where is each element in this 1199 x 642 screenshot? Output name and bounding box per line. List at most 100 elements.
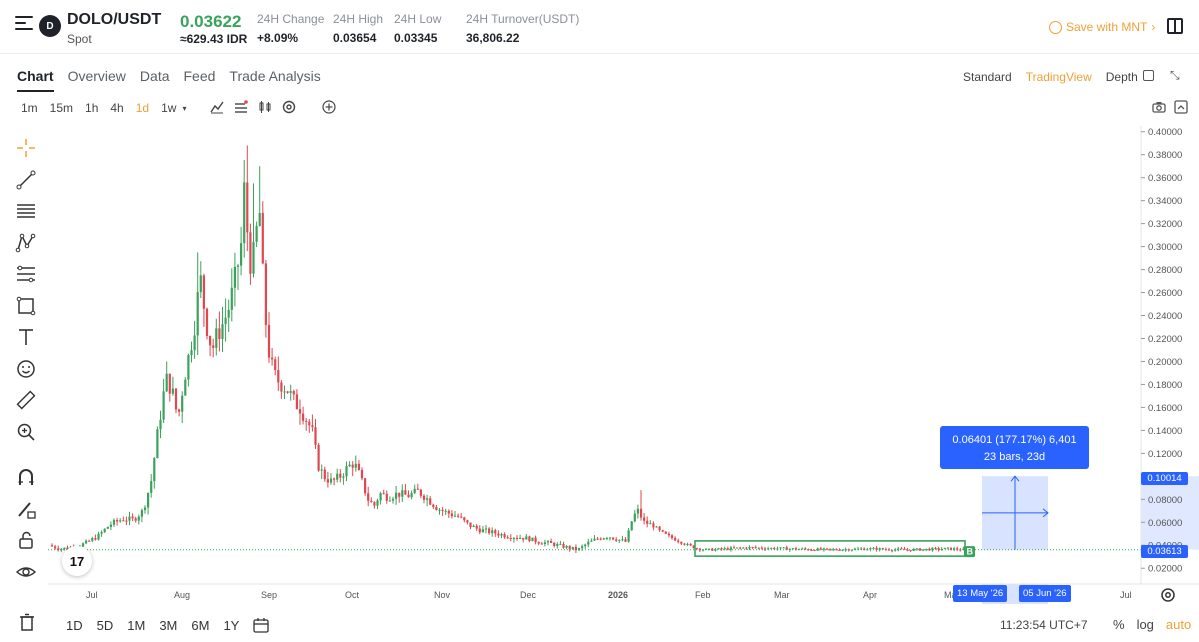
y-tick-label: 0.06000: [1148, 518, 1182, 529]
auto-scale-toggle[interactable]: auto: [1165, 617, 1192, 632]
candle-body: [385, 493, 388, 501]
tab-chart[interactable]: Chart: [17, 68, 54, 92]
crosshair-tool[interactable]: [12, 134, 40, 162]
scale-options: % log auto: [1113, 617, 1191, 632]
stat-24h-low: 24H Low 0.03345: [394, 12, 441, 45]
candle-body: [506, 537, 509, 539]
candle-body: [106, 526, 109, 529]
x-tick-label: Oct: [345, 590, 360, 600]
tab-trade-analysis[interactable]: Trade Analysis: [229, 68, 321, 84]
save-link-label: Save with MNT: [1066, 20, 1148, 34]
fib-tool[interactable]: [12, 260, 40, 288]
unlock-icon: [19, 531, 33, 549]
timeframe-1h[interactable]: 1h: [85, 101, 99, 115]
emoji-tool[interactable]: [12, 355, 40, 383]
draw-lock-tool[interactable]: [12, 495, 40, 523]
candle-body: [212, 345, 215, 348]
trading-pair[interactable]: DOLO/USDT: [67, 11, 162, 28]
percent-scale-toggle[interactable]: %: [1113, 617, 1125, 632]
candle-body: [271, 357, 274, 360]
timeframe-1d[interactable]: 1d: [135, 101, 150, 115]
horizontal-lines-tool[interactable]: [12, 197, 40, 225]
candle-body: [153, 458, 156, 482]
layout-toggle-icon[interactable]: [1167, 18, 1183, 34]
checkbox-icon[interactable]: [1143, 70, 1154, 81]
view-depth[interactable]: Depth: [1105, 70, 1138, 84]
camera-icon[interactable]: [1152, 100, 1166, 114]
candle-body: [664, 531, 667, 534]
log-scale-toggle[interactable]: log: [1136, 617, 1154, 632]
candle-body: [525, 536, 528, 540]
chart-settings-icon[interactable]: [1160, 587, 1176, 608]
candle-body: [903, 548, 906, 550]
candle-body: [298, 409, 302, 414]
candle-body: [143, 507, 147, 511]
fib-retracement-icon: [17, 265, 35, 283]
range-1m[interactable]: 1M: [127, 617, 146, 633]
timeframe-4h[interactable]: 4h: [110, 101, 124, 115]
magnet-tool[interactable]: [12, 463, 40, 491]
rectangle-tool[interactable]: [12, 292, 40, 320]
candle-body: [112, 520, 116, 525]
lock-tool[interactable]: [12, 526, 40, 554]
price-chart[interactable]: B 0.40000 0.38000 0.36000 0.34000 0.32000 0.3…: [48, 126, 1199, 604]
candle-type-icon[interactable]: [258, 100, 272, 114]
date-range-icon[interactable]: [253, 617, 271, 633]
x-tick-label: Feb: [695, 590, 711, 600]
timeframe-selector: 1m 15m 1h 4h 1d 1w ▾: [21, 101, 186, 115]
visibility-tool[interactable]: [12, 558, 40, 586]
candle-body: [342, 476, 345, 478]
candle-body: [274, 359, 277, 371]
tab-overview[interactable]: Overview: [67, 68, 126, 84]
chevron-down-icon[interactable]: ▾: [182, 103, 187, 113]
view-tradingview[interactable]: TradingView: [1025, 70, 1092, 84]
range-3m[interactable]: 3M: [159, 617, 178, 633]
save-with-mnt-link[interactable]: Save with MNT ›: [1049, 20, 1155, 34]
measure-axis-band: [1141, 476, 1199, 550]
trash-icon[interactable]: [17, 612, 37, 637]
candle-body: [804, 548, 807, 550]
candle-body: [624, 539, 627, 542]
candle-body: [63, 547, 66, 549]
measure-arrow-head: [1042, 508, 1049, 518]
trend-line-tool[interactable]: [12, 166, 40, 194]
candle-body: [249, 232, 252, 274]
settings-gear-icon[interactable]: [282, 100, 296, 114]
timeframe-1w[interactable]: 1w: [161, 101, 177, 115]
tradingview-logo[interactable]: 17: [62, 546, 92, 576]
range-1d[interactable]: 1D: [66, 617, 83, 633]
zoom-tool[interactable]: [12, 418, 40, 446]
view-standard[interactable]: Standard: [963, 70, 1012, 84]
stat-value: +8.09%: [257, 31, 299, 45]
timeframe-1m[interactable]: 1m: [21, 101, 38, 115]
candle-body: [364, 478, 367, 494]
stat-value: 36,806.22: [466, 31, 520, 45]
add-plus-icon[interactable]: [322, 100, 336, 114]
tab-feed[interactable]: Feed: [183, 68, 216, 84]
candlestick-chart[interactable]: B 0.40000 0.38000 0.36000 0.34000 0.32000 0.3…: [48, 126, 1199, 604]
fullscreen-icon[interactable]: [1174, 100, 1188, 114]
header-bar: D DOLO/USDT Spot 0.03622 ≈629.43 IDR 24H…: [0, 0, 1199, 54]
candle-body: [438, 509, 441, 511]
candle-body: [794, 548, 798, 550]
candle-body: [708, 548, 711, 550]
timeframe-15m[interactable]: 15m: [49, 101, 74, 115]
range-6m[interactable]: 6M: [191, 617, 210, 633]
y-tick-label: 0.36000: [1148, 173, 1182, 184]
study-list-icon[interactable]: [234, 100, 248, 114]
candle-body: [398, 492, 401, 497]
candle-body: [391, 498, 395, 501]
menu-icon[interactable]: [15, 16, 33, 34]
collapse-icon[interactable]: ⤡: [1170, 68, 1180, 82]
ruler-tool[interactable]: [12, 386, 40, 414]
candle-body: [472, 525, 475, 527]
candle-body: [537, 542, 540, 544]
candle-body: [395, 492, 398, 499]
text-tool[interactable]: [12, 323, 40, 351]
utc-clock[interactable]: 11:23:54 UTC+7: [1000, 618, 1088, 632]
indicator-icon[interactable]: [210, 100, 224, 114]
pattern-tool[interactable]: [12, 229, 40, 257]
tab-data[interactable]: Data: [139, 68, 170, 84]
range-5d[interactable]: 5D: [96, 617, 114, 633]
range-1y[interactable]: 1Y: [223, 617, 240, 633]
